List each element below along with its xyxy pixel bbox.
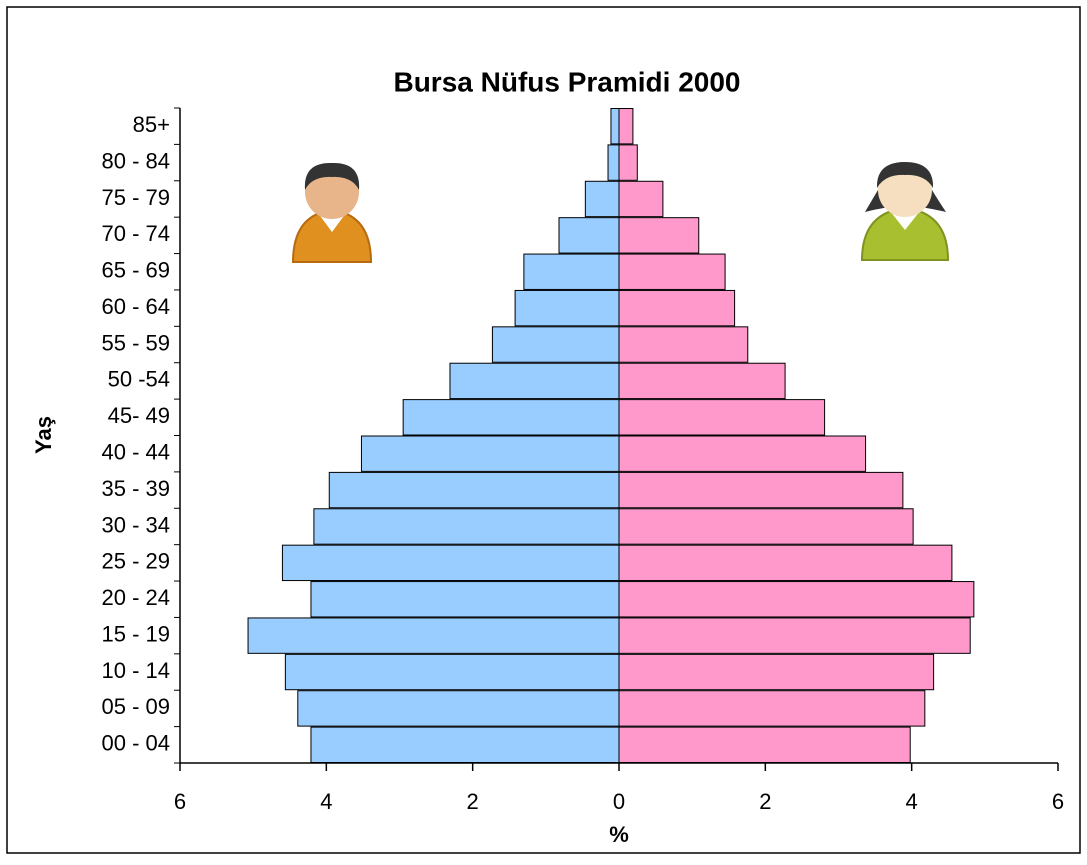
- bar: [281, 544, 620, 582]
- y-tick-label: 40 - 44: [102, 440, 171, 465]
- bar: [297, 690, 620, 727]
- y-tick-label: 30 - 34: [102, 512, 171, 537]
- bar: [618, 253, 726, 290]
- y-tick-label: 85+: [133, 112, 170, 137]
- bar: [313, 508, 620, 545]
- bar: [328, 471, 620, 509]
- bar: [618, 326, 749, 363]
- bar: [618, 362, 786, 400]
- bar: [610, 108, 620, 145]
- x-tick-label: 2: [467, 789, 479, 814]
- y-tick-label: 65 - 69: [102, 258, 171, 283]
- bar: [449, 362, 620, 400]
- y-tick-label: 35 - 39: [102, 476, 171, 501]
- bar: [247, 617, 620, 654]
- bar: [491, 326, 620, 363]
- y-tick-label: 15 - 19: [102, 621, 171, 646]
- bar: [618, 180, 664, 218]
- bar: [618, 544, 953, 582]
- y-tick-label: 20 - 24: [102, 585, 171, 610]
- bar: [523, 253, 620, 290]
- bar: [618, 435, 867, 472]
- bar: [584, 180, 620, 218]
- bar: [618, 399, 826, 436]
- y-tick-label: 45- 49: [108, 403, 170, 428]
- bar: [618, 653, 935, 691]
- x-tick-label: 0: [613, 789, 625, 814]
- bar: [618, 726, 911, 763]
- x-tick-label: 6: [1052, 789, 1064, 814]
- x-tick-label: 4: [320, 789, 332, 814]
- chart-title: Bursa Nüfus Pramidi 2000: [393, 66, 740, 97]
- x-axis-label: %: [609, 822, 629, 847]
- bar: [310, 726, 620, 763]
- y-tick-label: 00 - 04: [102, 731, 171, 756]
- bar: [618, 690, 926, 727]
- y-tick-label: 75 - 79: [102, 185, 171, 210]
- bar: [514, 289, 620, 327]
- bar: [618, 581, 975, 618]
- bar: [618, 289, 736, 327]
- bar: [360, 435, 620, 472]
- x-tick-label: 6: [174, 789, 186, 814]
- y-tick-label: 25 - 29: [102, 549, 171, 574]
- bar: [310, 581, 620, 618]
- y-tick-label: 60 - 64: [102, 294, 171, 319]
- bar: [607, 144, 620, 181]
- x-tick-label: 4: [906, 789, 918, 814]
- y-tick-label: 10 - 14: [102, 658, 171, 683]
- y-tick-label: 70 - 74: [102, 221, 171, 246]
- bar: [618, 508, 914, 545]
- bar: [618, 471, 904, 509]
- bar: [618, 144, 638, 181]
- y-tick-label: 50 -54: [108, 367, 170, 392]
- y-tick-label: 80 - 84: [102, 148, 171, 173]
- bar: [618, 108, 634, 145]
- male-icon: [291, 162, 373, 263]
- y-tick-label: 05 - 09: [102, 694, 171, 719]
- bar: [402, 399, 620, 436]
- bar: [618, 617, 971, 654]
- x-tick-label: 2: [759, 789, 771, 814]
- bar: [618, 217, 700, 254]
- bar: [284, 653, 620, 691]
- female-icon: [860, 162, 950, 261]
- y-tick-label: 55 - 59: [102, 330, 171, 355]
- bar: [558, 217, 620, 254]
- y-axis-label: Yaş: [31, 416, 56, 454]
